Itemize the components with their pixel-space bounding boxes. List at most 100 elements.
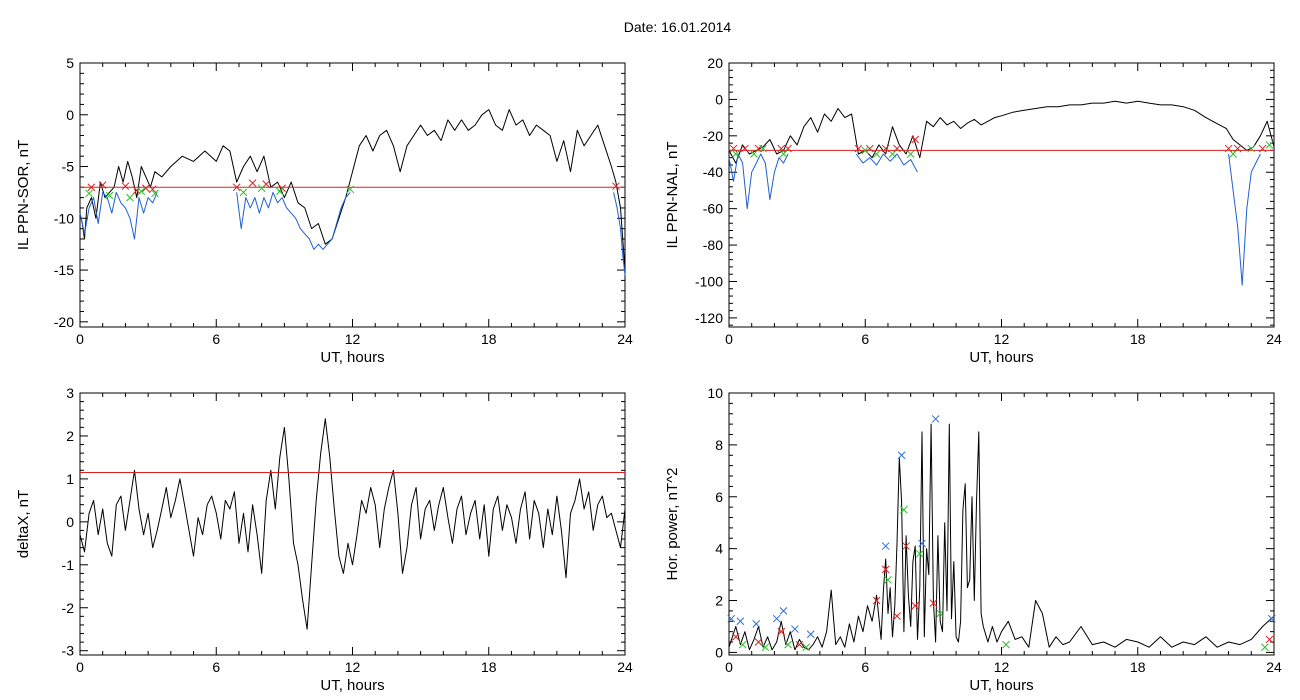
red-marker — [865, 144, 874, 153]
y-tick-label: -10 — [54, 210, 74, 226]
y-tick-label: 20 — [707, 55, 723, 71]
y-tick-label: 5 — [66, 55, 74, 71]
red-marker — [132, 186, 141, 195]
highlight-segment — [613, 192, 626, 276]
x-tick-label: 18 — [1130, 659, 1146, 675]
red-marker — [98, 181, 107, 190]
red-marker — [754, 638, 763, 646]
green-marker — [126, 193, 134, 202]
highlight-segment — [855, 153, 918, 173]
y-tick-label: 2 — [66, 428, 74, 444]
x-tick-label: 24 — [617, 659, 633, 675]
blue-marker — [897, 451, 906, 460]
x-tick-label: 12 — [345, 331, 361, 347]
blue-marker — [779, 607, 788, 615]
red-marker — [148, 185, 157, 194]
green-marker — [759, 144, 767, 153]
page-title: Date: 16.01.2014 — [623, 19, 732, 35]
green-marker — [346, 185, 355, 194]
red-marker — [121, 182, 130, 191]
red-marker — [1258, 144, 1267, 153]
x-tick-label: 0 — [725, 659, 733, 675]
chart-deltax: 0 6 12 18 24 3 2 1 0 -1 -2 -3 UT, hours deltaX, nT — [15, 385, 633, 694]
x-tick-label: 24 — [1266, 659, 1282, 675]
red-marker — [893, 612, 901, 620]
x-tick-label: 6 — [212, 659, 220, 675]
x-tick-label: 12 — [345, 659, 361, 675]
series-line — [79, 418, 626, 630]
green-marker — [1265, 141, 1274, 149]
y-tick-label: -80 — [703, 237, 723, 253]
y-tick-label: 1 — [66, 471, 74, 487]
blue-marker — [881, 542, 890, 550]
y-tick-label: -15 — [54, 262, 74, 278]
red-marker — [795, 640, 804, 649]
red-marker — [777, 144, 786, 153]
green-marker — [761, 643, 770, 652]
chart-hor-power: 0 6 12 18 24 10 8 6 4 2 0 UT, hours Hor. power, nT^2 — [664, 385, 1282, 694]
blue-marker — [1267, 614, 1276, 623]
red-marker — [911, 135, 920, 144]
x-tick-label: 12 — [994, 659, 1010, 675]
green-marker — [1002, 640, 1010, 649]
plot-frame — [728, 392, 1275, 656]
green-marker — [884, 575, 892, 584]
y-tick-label: 10 — [707, 385, 723, 401]
plot-frame — [79, 62, 626, 328]
green-marker — [738, 640, 747, 649]
red-marker — [902, 542, 910, 550]
y-axis-label: deltaX, nT — [15, 490, 32, 558]
highlight-segment — [236, 191, 351, 250]
y-tick-label: -40 — [703, 164, 723, 180]
x-tick-label: 18 — [1130, 331, 1146, 347]
red-marker — [929, 599, 938, 607]
green-marker — [1247, 144, 1256, 153]
y-tick-label: 2 — [715, 593, 723, 609]
red-marker — [741, 144, 749, 153]
y-axis-label: Hor. power, nT^2 — [664, 468, 681, 581]
y-tick-label: -5 — [62, 159, 75, 175]
y-tick-label: 0 — [715, 91, 723, 107]
red-marker — [872, 596, 881, 605]
y-tick-label: -3 — [62, 643, 75, 659]
red-marker — [248, 179, 257, 187]
y-tick-label: 3 — [66, 385, 74, 401]
green-marker — [888, 150, 897, 158]
green-marker — [275, 187, 284, 196]
y-axis-label: IL PPN-NAL, nT — [664, 142, 681, 249]
x-tick-label: 0 — [76, 331, 84, 347]
y-tick-label: 6 — [715, 489, 723, 505]
chart-il-ppn-sor: 0 6 12 18 24 5 0 -5 -10 -15 -20 UT, hours IL PPN-SOR… — [15, 55, 633, 366]
green-marker — [151, 189, 159, 198]
green-marker — [936, 609, 945, 618]
green-marker — [257, 184, 266, 193]
red-marker — [777, 627, 786, 636]
blue-marker — [772, 614, 781, 623]
y-tick-label: 8 — [715, 437, 723, 453]
red-marker — [731, 632, 740, 641]
green-marker — [137, 187, 146, 196]
blue-marker — [791, 625, 799, 633]
red-marker — [784, 144, 792, 153]
green-marker — [731, 150, 740, 158]
x-tick-label: 18 — [481, 331, 497, 347]
red-marker — [142, 184, 150, 193]
y-tick-label: 0 — [715, 644, 723, 660]
blue-marker — [918, 539, 926, 548]
chart-il-ppn-nal: 0 6 12 18 24 20 0 -20 -40 -60 -80 -100 -120 UT, hours… — [664, 55, 1282, 366]
y-tick-label: -100 — [695, 273, 723, 289]
highlight-segment — [1228, 153, 1261, 286]
x-tick-label: 0 — [725, 331, 733, 347]
y-tick-label: -2 — [62, 600, 75, 616]
red-marker — [278, 184, 286, 193]
red-marker — [232, 183, 241, 192]
red-marker — [893, 144, 901, 153]
red-marker — [854, 144, 863, 153]
x-axis-label: UT, hours — [320, 349, 384, 366]
x-tick-label: 18 — [481, 659, 497, 675]
red-marker — [881, 144, 890, 153]
x-tick-label: 6 — [861, 659, 869, 675]
y-tick-label: -20 — [54, 314, 74, 330]
y-tick-label: 0 — [66, 514, 74, 530]
green-marker — [784, 640, 792, 649]
